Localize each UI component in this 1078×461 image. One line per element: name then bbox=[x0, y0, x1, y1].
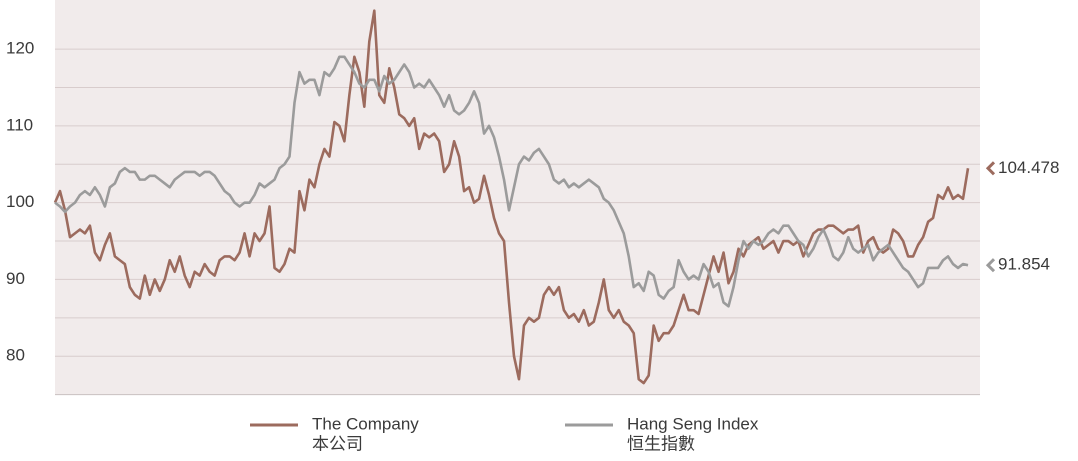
y-tick-label: 80 bbox=[6, 346, 25, 365]
end-label: 104.478 bbox=[998, 158, 1059, 177]
series-line bbox=[54, 55, 969, 308]
series-line bbox=[53, 9, 970, 385]
legend-sublabel: 本公司 bbox=[312, 434, 363, 453]
y-tick-label: 110 bbox=[6, 115, 33, 134]
y-tick-label: 90 bbox=[6, 269, 25, 288]
plot-background bbox=[55, 0, 980, 395]
end-arrow bbox=[985, 161, 996, 176]
legend-sublabel: 恒生指數 bbox=[627, 434, 695, 453]
end-label: 91.854 bbox=[998, 255, 1050, 274]
y-tick-label: 100 bbox=[6, 192, 34, 211]
end-arrow bbox=[985, 258, 996, 273]
legend-label: Hang Seng Index bbox=[627, 414, 759, 433]
y-tick-label: 120 bbox=[6, 39, 34, 58]
legend-label: The Company bbox=[312, 414, 419, 433]
